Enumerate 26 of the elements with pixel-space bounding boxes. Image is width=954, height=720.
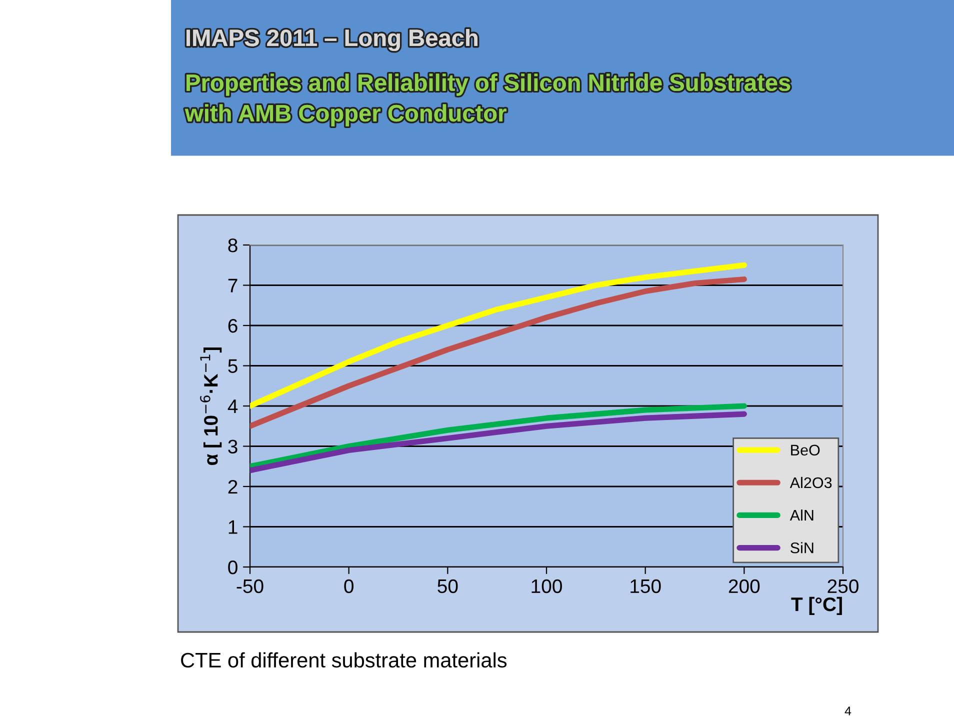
x-tick-label: 250 [828,579,858,594]
y-tick-label: 5 [228,359,238,373]
chart-title: IMAPS 2011 – Long Beach [186,28,478,52]
y-tick-label: 6 [228,318,238,333]
x-tick-label: 150 [630,579,661,594]
x-tick-label: 100 [532,579,562,594]
y-tick-label: 8 [228,238,238,252]
legend-label: AlN [790,509,814,521]
x-tick-label: 200 [728,579,760,594]
legend-label: SiN [790,542,814,554]
y-tick-label: 7 [228,278,238,292]
y-tick-label: 1 [228,520,238,534]
text: CTE of different substrate materials [181,652,507,668]
x-tick-label: 0 [344,579,354,594]
y-tick-label: 4 [228,400,238,414]
y-tick-label: 0 [228,560,238,574]
text: 4 [844,706,852,716]
chart-subtitle: Properties and Reliability of Silicon Nitride Substrates with AMB Copper Conductor [184,74,790,126]
legend-label: Al2O3 [790,476,832,488]
legend-label: BeO [791,444,820,456]
y-tick-label: 3 [228,440,238,454]
x-tick-label: -50 [236,579,264,594]
y-tick-label: 2 [228,480,238,494]
x-tick-label: 50 [438,579,458,594]
x-axis-title: T [°C] [791,596,842,616]
y-axis-title: α [ 10$^{−6}$·K$^{−1}$] [200,347,222,466]
